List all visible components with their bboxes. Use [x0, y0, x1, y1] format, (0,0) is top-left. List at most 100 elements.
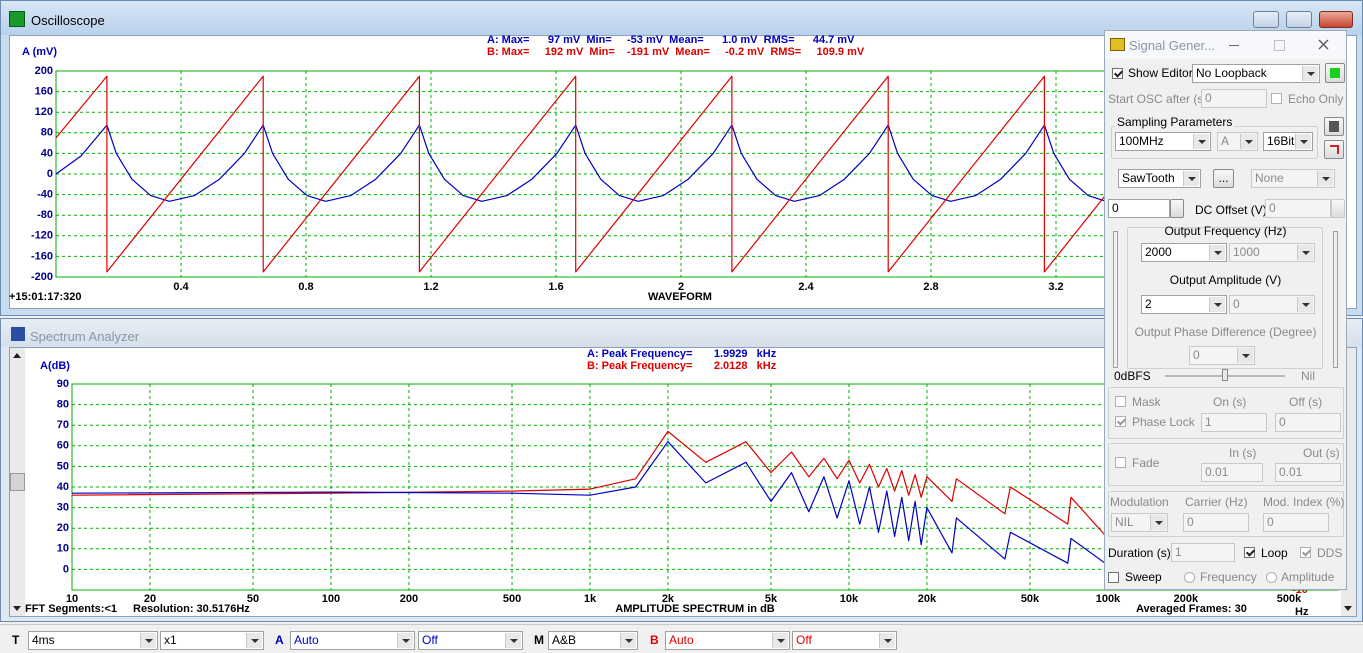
waveform-options-button[interactable]: ...: [1213, 169, 1234, 188]
on-input[interactable]: 1: [1201, 413, 1267, 432]
dds-checkbox[interactable]: [1300, 547, 1311, 558]
mode-dropdown[interactable]: A&B: [548, 631, 638, 650]
spinner[interactable]: [1331, 199, 1345, 218]
dropdown-value: 1000: [1233, 245, 1260, 259]
channel-a-mode[interactable]: Auto: [290, 631, 415, 650]
fade-checkbox[interactable]: [1115, 457, 1126, 468]
y-tick-label: 90: [57, 378, 69, 390]
x-tick-label: 50: [247, 593, 259, 605]
run-button[interactable]: [1325, 63, 1345, 83]
modulation-dropdown[interactable]: NIL: [1111, 513, 1168, 532]
output-frequency-dropdown-2[interactable]: 1000: [1229, 243, 1315, 262]
y-tick-label: 0: [63, 563, 69, 575]
mask-checkbox[interactable]: [1115, 396, 1126, 407]
frequency-radio[interactable]: [1184, 572, 1195, 583]
show-editor-checkbox[interactable]: [1112, 68, 1123, 79]
mask-label: Mask: [1132, 395, 1161, 409]
phase-label: Output Phase Difference (Degree): [1105, 325, 1346, 339]
dropdown-value: 2000: [1145, 245, 1172, 259]
frequency-label: Frequency: [1200, 570, 1257, 584]
zoom-dropdown[interactable]: x1: [160, 631, 264, 650]
x-axis-label: AMPLITUDE SPECTRUM in dB: [615, 603, 775, 615]
mod-index-label: Mod. Index (%): [1263, 495, 1344, 509]
x-tick-label: 10: [66, 593, 78, 605]
timebase-label: T: [12, 633, 19, 653]
sampling-parameters-label: Sampling Parameters: [1115, 115, 1234, 129]
y-tick-label: 40: [57, 481, 69, 493]
phase-lock-label: Phase Lock: [1132, 415, 1195, 429]
x-tick-label: 200: [400, 593, 418, 605]
dropdown-value: A: [1221, 134, 1229, 148]
dropdown-value: 16Bit: [1267, 134, 1294, 148]
x-tick-label: 2k: [662, 593, 675, 605]
left-level-slider[interactable]: [1113, 231, 1118, 368]
y-tick-label: 80: [57, 399, 69, 411]
spinner[interactable]: [1170, 199, 1184, 218]
save-button[interactable]: [1324, 117, 1344, 136]
dds-label: DDS: [1317, 546, 1342, 560]
output-amplitude-dropdown-2[interactable]: 0: [1229, 295, 1315, 314]
dropdown-value: A&B: [552, 633, 576, 647]
carrier-label: Carrier (Hz): [1185, 495, 1248, 509]
right-level-slider[interactable]: [1333, 231, 1338, 368]
channel-b-peak: B: Peak Frequency= 2.0128 kHz: [587, 360, 777, 372]
music-button[interactable]: [1324, 140, 1344, 159]
echo-only-label: Echo Only: [1288, 92, 1343, 106]
duration-input[interactable]: 1: [1171, 543, 1235, 562]
echo-only-checkbox[interactable]: [1271, 93, 1282, 104]
loop-label: Loop: [1261, 546, 1288, 560]
phase-dropdown[interactable]: 0: [1189, 346, 1255, 365]
slider-right-label: Nil: [1301, 369, 1315, 383]
carrier-input[interactable]: 0: [1183, 513, 1249, 532]
loop-checkbox[interactable]: [1244, 547, 1255, 558]
output-amplitude-dropdown[interactable]: 2: [1141, 295, 1227, 314]
dropdown-value: Off: [422, 633, 438, 647]
dc-offset-input-2[interactable]: 0: [1265, 199, 1331, 218]
fade-label: Fade: [1132, 456, 1159, 470]
amplitude-radio[interactable]: [1266, 572, 1277, 583]
app-icon: [1110, 38, 1125, 51]
minimize-button[interactable]: [1229, 45, 1239, 46]
x-tick-label: 500k: [1277, 593, 1302, 605]
dropdown-value: 100MHz: [1119, 134, 1164, 148]
output-frequency-dropdown[interactable]: 2000: [1141, 243, 1227, 262]
x-tick-label: 5k: [765, 593, 778, 605]
in-input[interactable]: 0.01: [1201, 463, 1263, 482]
phase-lock-checkbox[interactable]: [1115, 416, 1126, 427]
off-input[interactable]: 0: [1275, 413, 1341, 432]
out-input[interactable]: 0.01: [1275, 463, 1341, 482]
y-tick-label: 70: [57, 419, 69, 431]
start-osc-input[interactable]: 0: [1201, 89, 1267, 108]
y-tick-label: 20: [57, 522, 69, 534]
timebase-dropdown[interactable]: 4ms: [28, 631, 158, 650]
duration-label: Duration (s): [1108, 546, 1171, 560]
sample-rate-dropdown[interactable]: 100MHz: [1115, 132, 1211, 151]
in-label: In (s): [1229, 446, 1256, 460]
dropdown-value: x1: [164, 633, 177, 647]
y-axis-label: A(dB): [40, 360, 70, 372]
dropdown-value: No Loopback: [1196, 66, 1267, 80]
modifier-dropdown[interactable]: None: [1251, 169, 1335, 188]
x-tick-label: 200k: [1174, 593, 1199, 605]
channel-a-state[interactable]: Off: [418, 631, 523, 650]
x-unit: Hz: [1295, 606, 1309, 618]
window-title: Signal Gener...: [1129, 38, 1215, 53]
signal-generator-window: Signal Gener... Show Editor No Loopback …: [1104, 30, 1347, 590]
dropdown-value: 0: [1193, 348, 1200, 362]
channel-b-mode[interactable]: Auto: [665, 631, 790, 650]
bit-depth-dropdown[interactable]: 16Bit: [1263, 132, 1313, 151]
channel-b-state[interactable]: Off: [792, 631, 897, 650]
slider-thumb[interactable]: [1222, 369, 1228, 381]
dropdown-value: None: [1255, 171, 1284, 185]
sweep-checkbox[interactable]: [1108, 572, 1119, 583]
dc-offset-input[interactable]: 0: [1108, 199, 1170, 218]
maximize-button[interactable]: [1274, 40, 1285, 51]
dropdown-value: Auto: [294, 633, 319, 647]
title-bar: Signal Gener...: [1105, 31, 1346, 59]
off-label: Off (s): [1289, 395, 1322, 409]
mod-index-input[interactable]: 0: [1263, 513, 1329, 532]
channel-dropdown[interactable]: A: [1217, 132, 1258, 151]
close-button[interactable]: [1318, 39, 1329, 50]
loopback-dropdown[interactable]: No Loopback: [1192, 64, 1320, 83]
waveform-dropdown[interactable]: SawTooth: [1118, 169, 1201, 188]
